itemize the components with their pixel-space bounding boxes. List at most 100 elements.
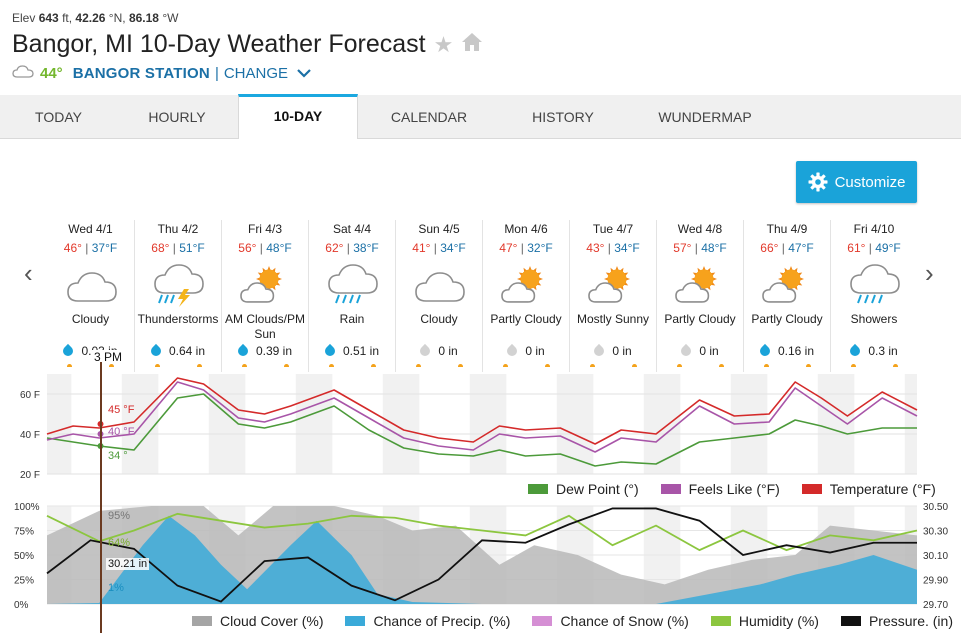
tab-wundermap[interactable]: WUNDERMAP bbox=[658, 109, 752, 125]
night-band bbox=[643, 374, 656, 474]
day-column[interactable]: Thu 4/9 66° | 47°F Partly Cloudy 0.16 in bbox=[743, 220, 830, 372]
condition-text: Cloudy bbox=[420, 312, 458, 326]
condition-text: Partly Cloudy bbox=[664, 312, 736, 326]
change-station-link[interactable]: CHANGE bbox=[224, 65, 312, 82]
sunrise-icon bbox=[416, 364, 421, 367]
low-temp: 48°F bbox=[266, 241, 292, 255]
day-column[interactable]: Sun 4/5 41° | 34°F Cloudy 0 in bbox=[395, 220, 482, 372]
sunrise-icon bbox=[67, 364, 72, 367]
sunrise-icon bbox=[764, 364, 769, 367]
day-date: Tue 4/7 bbox=[592, 222, 634, 236]
sunset-icon bbox=[806, 364, 811, 367]
marker-temp: 45 °F bbox=[108, 404, 135, 416]
low-temp: 48°F bbox=[701, 241, 727, 255]
home-icon[interactable] bbox=[461, 32, 483, 58]
legend-swatch bbox=[660, 484, 681, 494]
tab-today[interactable]: TODAY bbox=[35, 109, 82, 125]
precip-value: 0 in bbox=[438, 344, 458, 358]
precip-value: 0.16 in bbox=[777, 344, 815, 358]
day-temps: 47° | 32°F bbox=[483, 241, 569, 255]
partlycloudy-icon bbox=[672, 259, 728, 307]
sunset-icon bbox=[719, 364, 724, 367]
station-link[interactable]: BANGOR STATION bbox=[72, 64, 210, 82]
day-column[interactable]: Sat 4/4 62° | 38°F Rain 0.51 in bbox=[308, 220, 395, 372]
day-column[interactable]: Fri 4/10 61° | 49°F Showers 0.3 in bbox=[830, 220, 917, 372]
tab-10-day[interactable]: 10-DAY bbox=[238, 94, 358, 139]
favorite-star-icon[interactable]: ★ bbox=[433, 31, 454, 57]
raindrop-icon bbox=[592, 343, 607, 359]
legend-item[interactable]: Temperature (°F) bbox=[801, 481, 936, 497]
temp-divider: | bbox=[433, 241, 441, 255]
cloudy-icon bbox=[63, 259, 119, 307]
condition-text: Mostly Sunny bbox=[576, 312, 650, 326]
temp-divider: | bbox=[694, 241, 702, 255]
partlycloudy-icon bbox=[498, 259, 554, 307]
page-title: Bangor, MI 10-Day Weather Forecast bbox=[12, 30, 426, 58]
precip-chance-area bbox=[47, 515, 917, 604]
temperature-chart[interactable]: 60 F 40 F 20 F bbox=[0, 372, 961, 484]
rain-icon bbox=[846, 259, 902, 307]
marker-feels-like: 40 °F bbox=[108, 426, 135, 438]
legend-item[interactable]: Pressure. (in) bbox=[840, 613, 953, 629]
day-column[interactable]: Fri 4/3 56° | 48°F AM Clouds/PM Sun 0.39… bbox=[221, 220, 308, 372]
y-tick-label: 20 F bbox=[20, 470, 40, 481]
legend-item[interactable]: Feels Like (°F) bbox=[660, 481, 780, 497]
night-band bbox=[469, 374, 482, 474]
customize-button[interactable]: Customize bbox=[796, 161, 917, 203]
legend-swatch bbox=[532, 616, 553, 626]
y-tick-left: 100% bbox=[14, 502, 40, 513]
tab-hourly[interactable]: HOURLY bbox=[148, 109, 206, 125]
day-column[interactable]: Wed 4/8 57° | 48°F Partly Cloudy 0 in bbox=[656, 220, 743, 372]
legend-item[interactable]: Humidity (%) bbox=[710, 613, 819, 629]
temp-divider: | bbox=[346, 241, 354, 255]
night-band bbox=[556, 374, 569, 474]
legend-item[interactable]: Chance of Snow (%) bbox=[532, 613, 689, 629]
legend-item[interactable]: Chance of Precip. (%) bbox=[345, 613, 510, 629]
night-band bbox=[904, 374, 917, 474]
sunset-icon bbox=[632, 364, 637, 367]
legend-swatch bbox=[840, 616, 861, 626]
partlycloudy-icon bbox=[585, 259, 641, 307]
lat-unit: °N, bbox=[108, 11, 126, 25]
low-temp: 49°F bbox=[875, 241, 901, 255]
legend-item[interactable]: Cloud Cover (%) bbox=[192, 613, 323, 629]
legend-item[interactable]: Dew Point (°) bbox=[528, 481, 639, 497]
marker-cloud: 95% bbox=[108, 510, 131, 522]
low-temp: 51°F bbox=[179, 241, 205, 255]
y-tick-right: 30.10 bbox=[923, 551, 948, 562]
next-arrow-icon[interactable]: › bbox=[925, 258, 934, 288]
precip-value: 0 in bbox=[525, 344, 545, 358]
day-column[interactable]: Wed 4/1 46° | 37°F Cloudy 0.03 in bbox=[47, 220, 134, 372]
day-column[interactable]: Tue 4/7 43° | 34°F Mostly Sunny 0 in bbox=[569, 220, 656, 372]
precip-amount: 0 in bbox=[570, 343, 656, 359]
legend-label: Pressure. (in) bbox=[868, 613, 953, 629]
raindrop-icon bbox=[679, 343, 694, 359]
tab-calendar[interactable]: CALENDAR bbox=[390, 109, 468, 125]
sunrise-icon bbox=[590, 364, 595, 367]
night-band bbox=[295, 374, 308, 474]
lon-unit: °W bbox=[162, 11, 179, 25]
day-column[interactable]: Thu 4/2 68° | 51°F Thunderstorms 0.64 in bbox=[134, 220, 221, 372]
high-temp: 41° bbox=[412, 241, 431, 255]
condition-text: AM Clouds/PM Sun bbox=[224, 312, 306, 341]
y-tick-left: 50% bbox=[14, 551, 34, 562]
legend-swatch bbox=[801, 484, 822, 494]
day-date: Thu 4/9 bbox=[766, 222, 808, 236]
precip-value: 0 in bbox=[699, 344, 719, 358]
day-column[interactable]: Mon 4/6 47° | 32°F Partly Cloudy 0 in bbox=[482, 220, 569, 372]
legend-swatch bbox=[345, 616, 366, 626]
legend-label: Chance of Precip. (%) bbox=[373, 613, 511, 629]
elev-value: 643 bbox=[38, 11, 59, 25]
sunset-icon bbox=[545, 364, 550, 367]
day-date: Sat 4/4 bbox=[332, 222, 372, 236]
precip-chart[interactable]: 100% 30.50 75% 30.30 50% 30.10 25% 29.90 0% 29.70 bbox=[0, 496, 961, 612]
low-temp: 32°F bbox=[527, 241, 553, 255]
day-date: Sun 4/5 bbox=[418, 222, 460, 236]
night-band bbox=[382, 374, 395, 474]
tstorms-icon bbox=[150, 259, 206, 307]
prev-arrow-icon[interactable]: ‹ bbox=[24, 258, 33, 288]
tab-history[interactable]: HISTORY bbox=[532, 109, 594, 125]
humidity-line bbox=[46, 512, 918, 552]
raindrop-icon bbox=[505, 343, 520, 359]
day-temps: 57° | 48°F bbox=[657, 241, 743, 255]
